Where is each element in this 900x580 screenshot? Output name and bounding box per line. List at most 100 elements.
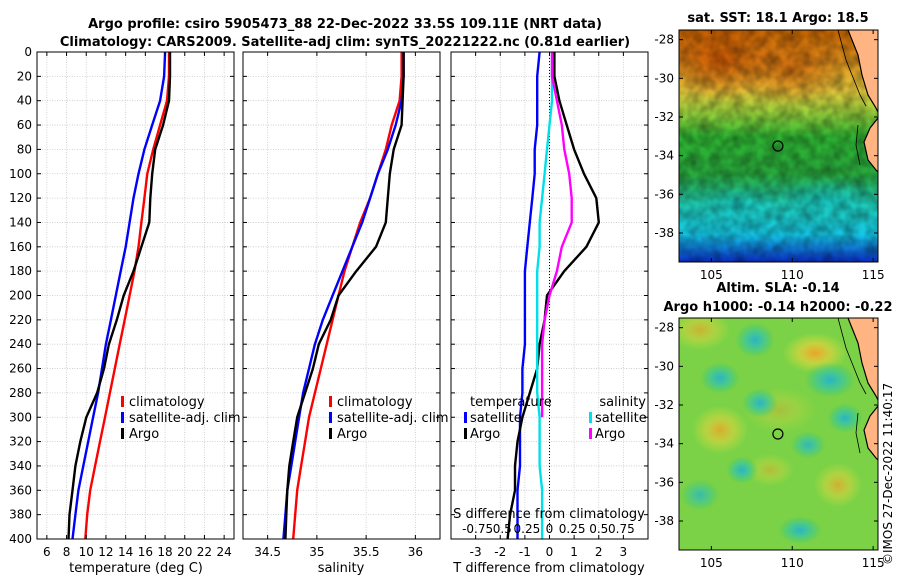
legend-swatch-argo <box>329 428 332 439</box>
legend-label-satellite-adj: satellite-adj. clim <box>337 411 449 426</box>
sla-low-eddy <box>700 362 740 394</box>
figure-title-line2: Climatology: CARS2009. Satellite-adj cli… <box>60 35 630 50</box>
legend-swatch-s-satellite <box>589 412 592 423</box>
x-tick-label: 22 <box>197 545 212 559</box>
sla-low-eddy <box>778 516 822 544</box>
y-tick-label: 380 <box>9 508 32 522</box>
sla-map-title-line1: Altim. SLA: -0.14 <box>716 281 839 296</box>
x-tick-label: 6 <box>43 545 51 559</box>
x-tick-label: 1 <box>570 545 578 559</box>
y-tick-label: -36 <box>654 475 674 489</box>
x-tick-label: 115 <box>862 268 885 282</box>
legend-swatch-argo <box>121 428 124 439</box>
legend-label-climatology: climatology <box>129 395 205 410</box>
legend-swatch-satellite-adj <box>121 412 124 423</box>
salinity-xlabel: salinity <box>318 561 365 576</box>
sla-low-eddy <box>790 431 826 459</box>
y-tick-label: -30 <box>654 71 674 85</box>
sla-low-eddy <box>742 388 778 418</box>
x-tick-label: 12 <box>98 545 113 559</box>
x-tick-label: 36 <box>408 545 423 559</box>
s-tick-label: 0.75 <box>608 522 635 536</box>
x-tick-label: 18 <box>157 545 172 559</box>
sla-low-eddy <box>804 362 856 398</box>
y-tick-label: -32 <box>654 398 674 412</box>
sst-map: sat. SST: 18.1 Argo: 18.5 105 110 115 -28 -3… <box>654 11 885 282</box>
salinity-grid <box>243 52 440 539</box>
y-tick-label: 60 <box>17 118 32 132</box>
s-tick-label: -0.75 <box>462 522 493 536</box>
y-tick-label: 400 <box>9 532 32 546</box>
legend-swatch-t-argo <box>464 428 467 439</box>
temperature-grid <box>37 52 234 539</box>
x-tick-label: 8 <box>63 545 71 559</box>
temperature-legend: climatology satellite-adj. clim Argo <box>121 395 241 442</box>
y-tick-label: 0 <box>24 45 32 59</box>
x-tick-label: -1 <box>519 545 531 559</box>
legend-title-temperature: temperature <box>470 395 552 410</box>
salinity-panel: 34.5 35 35.5 36 salinity climatology satell… <box>243 52 449 576</box>
x-tick-label: 24 <box>217 545 232 559</box>
sla-low-eddy <box>735 322 775 358</box>
y-tick-label: 340 <box>9 459 32 473</box>
legend-title-salinity: salinity <box>599 395 646 410</box>
sla-low-eddy <box>726 456 758 484</box>
sst-map-title: sat. SST: 18.1 Argo: 18.5 <box>687 11 868 26</box>
imos-watermark: ©IMOS 27-Dec-2022 11:40:17 <box>881 383 895 565</box>
sst-field <box>660 20 885 262</box>
x-tick-label: 0 <box>546 545 554 559</box>
y-tick-label: 280 <box>9 386 32 400</box>
legend-label-s-argo: Argo <box>595 427 625 442</box>
difference-panel: -3 -2 -1 0 1 2 3 S difference from climatology… <box>451 52 648 576</box>
y-tick-label: -34 <box>654 437 674 451</box>
temperature-xlabel: temperature (deg C) <box>69 561 203 576</box>
t-difference-xlabel: T difference from climatology <box>452 561 645 576</box>
s-tick-label: 0 <box>546 522 554 536</box>
y-tick-label: 140 <box>9 215 32 229</box>
x-tick-label: 110 <box>781 556 804 570</box>
s-tick-label: 0.5 <box>493 522 512 536</box>
y-tick-label: -38 <box>654 226 674 240</box>
sla-low-eddy <box>680 479 720 511</box>
s-tick-label: 0.25 <box>559 522 586 536</box>
figure-title-line1: Argo profile: csiro 5905473_88 22-Dec-20… <box>88 17 602 32</box>
x-tick-label: 10 <box>79 545 94 559</box>
legend-swatch-climatology <box>329 396 332 407</box>
legend-label-argo: Argo <box>129 427 159 442</box>
figure: Argo profile: csiro 5905473_88 22-Dec-20… <box>0 0 900 580</box>
x-tick-label: 105 <box>700 268 723 282</box>
difference-legend: temperature salinity satellite Argo sate… <box>464 395 647 442</box>
x-tick-label: 105 <box>700 556 723 570</box>
y-tick-label: 80 <box>17 142 32 156</box>
y-tick-label: 260 <box>9 362 32 376</box>
s-difference-ticklabels: -0.75 0.5 0.25 0 0.25 0.5 0.75 <box>462 522 635 536</box>
sla-high-eddy <box>814 463 862 507</box>
legend-swatch-t-satellite <box>464 412 467 423</box>
legend-swatch-s-argo <box>589 428 592 439</box>
sla-map: Altim. SLA: -0.14 Argo h1000: -0.14 h200… <box>654 281 892 570</box>
legend-swatch-satellite-adj <box>329 412 332 423</box>
y-tick-label: 20 <box>17 69 32 83</box>
x-tick-label: 16 <box>138 545 153 559</box>
y-tick-label: 100 <box>9 167 32 181</box>
sla-map-title-line2: Argo h1000: -0.14 h2000: -0.22 <box>663 300 892 315</box>
y-tick-label: 320 <box>9 435 32 449</box>
x-tick-label: 3 <box>620 545 628 559</box>
salinity-legend: climatology satellite-adj. clim Argo <box>329 395 449 442</box>
s-difference-label: S difference from climatology <box>453 507 645 522</box>
x-tick-label: 35 <box>309 545 324 559</box>
s-tick-label: 0.25 <box>514 522 541 536</box>
x-tick-label: 2 <box>595 545 603 559</box>
y-tick-label: 40 <box>17 94 32 108</box>
x-tick-label: 110 <box>781 268 804 282</box>
y-tick-label: 180 <box>9 264 32 278</box>
legend-label-t-satellite: satellite <box>470 411 522 426</box>
y-tick-label: -32 <box>654 110 674 124</box>
y-tick-label: -28 <box>654 33 674 47</box>
legend-label-satellite-adj: satellite-adj. clim <box>129 411 241 426</box>
series-line-climatology <box>293 52 401 539</box>
salinity-ticks: 34.5 35 35.5 36 <box>243 52 440 559</box>
y-tick-label: -28 <box>654 321 674 335</box>
x-tick-label: 14 <box>118 545 133 559</box>
x-tick-label: 34.5 <box>254 545 281 559</box>
